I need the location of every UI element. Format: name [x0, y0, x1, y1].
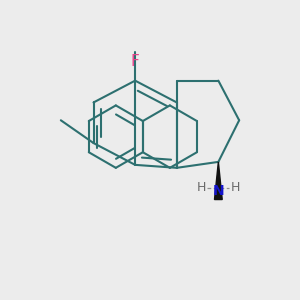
Text: H: H: [230, 181, 240, 194]
Text: N: N: [212, 184, 224, 198]
Text: H: H: [197, 181, 206, 194]
Text: F: F: [131, 54, 140, 69]
Polygon shape: [214, 162, 222, 200]
